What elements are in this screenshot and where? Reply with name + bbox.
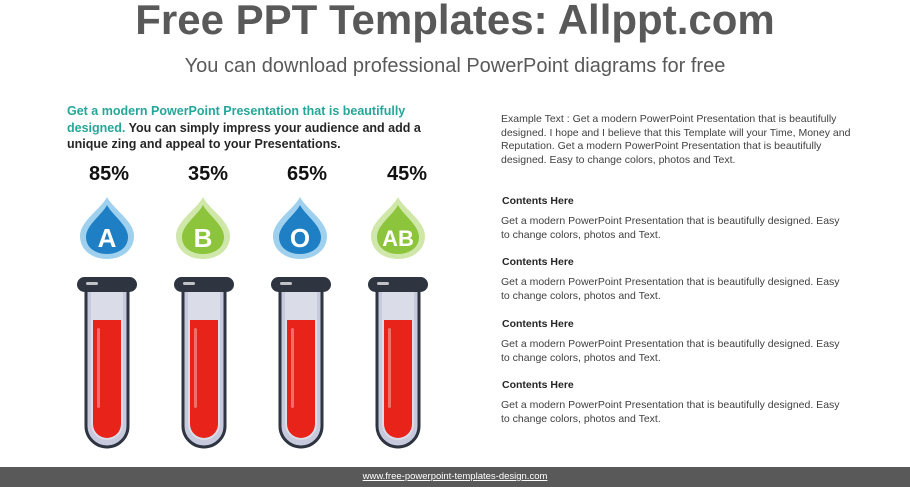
content-heading-3: Contents Here [502, 318, 574, 330]
blood-drop-b-icon: B [176, 197, 230, 259]
blood-type-letter-o: O [290, 223, 310, 253]
blood-drop-o-icon: O [273, 197, 327, 259]
content-body-3: Get a modern PowerPoint Presentation tha… [501, 338, 840, 364]
content-body-2: Get a modern PowerPoint Presentation tha… [501, 276, 840, 302]
blood-type-letter-a: A [98, 223, 117, 253]
test-tube-o [271, 277, 331, 449]
footer-website-link[interactable]: www.free-powerpoint-templates-design.com [362, 471, 548, 482]
footer-bar: www.free-powerpoint-templates-design.com [0, 467, 910, 487]
example-text: Example Text : Get a modern PowerPoint P… [501, 113, 851, 167]
page-subtitle: You can download professional PowerPoint… [184, 55, 726, 77]
intro-paragraph: Get a modern PowerPoint Presentation tha… [67, 103, 442, 153]
percent-label-a: 85% [88, 163, 130, 185]
content-heading-1: Contents Here [502, 195, 574, 207]
test-tube-b [174, 277, 234, 449]
percent-label-o: 65% [286, 163, 328, 185]
content-heading-2: Contents Here [502, 256, 574, 268]
intro-body-text: You can simply impress your audience and… [67, 120, 421, 152]
percent-label-b: 35% [187, 163, 229, 185]
blood-type-letter-b: B [194, 223, 213, 253]
test-tube-ab [368, 277, 428, 449]
blood-type-letter-ab: AB [382, 226, 414, 251]
intro-accent-text: Get a modern PowerPoint Presentation tha… [67, 104, 406, 135]
page-title: Free PPT Templates: Allppt.com [135, 0, 775, 43]
content-body-4: Get a modern PowerPoint Presentation tha… [501, 399, 840, 425]
blood-drop-a-icon: A [80, 197, 134, 259]
test-tube-a [77, 277, 137, 449]
percent-label-ab: 45% [386, 163, 428, 185]
blood-drop-ab-icon: AB [371, 197, 425, 259]
content-heading-4: Contents Here [502, 379, 574, 391]
content-body-1: Get a modern PowerPoint Presentation tha… [501, 215, 840, 241]
